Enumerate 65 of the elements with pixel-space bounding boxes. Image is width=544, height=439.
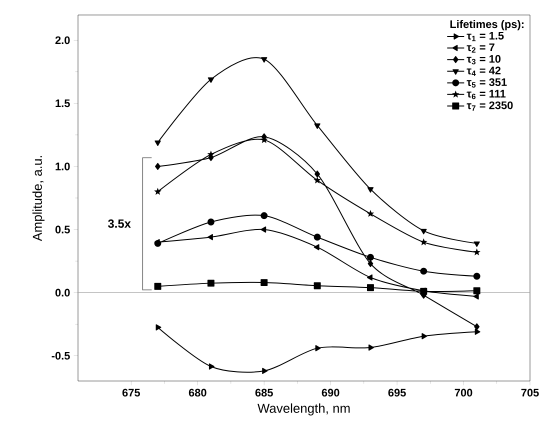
y-tick-label: -0.5 [52,352,70,360]
y-tick-label: 0.5 [55,226,70,234]
point [315,345,321,352]
x-tick-label: 690 [322,388,340,397]
legend-label: τ$_{6}$ = 111 [466,90,506,100]
legend-label: τ$_{5}$ = 351 [466,78,507,88]
point [207,280,214,287]
legend-label: τ$_{7}$ = 2350 [466,101,513,111]
point [366,284,374,292]
point [474,241,480,247]
point [154,140,161,146]
point [422,333,428,340]
point [474,328,480,335]
legend-title: Lifetimes (ps): [450,20,524,30]
y-tick-label: 0.0 [55,288,70,297]
point [155,162,161,170]
point [473,287,480,294]
x-tick-label: 685 [255,388,273,397]
point [314,234,321,241]
point [420,238,428,246]
point [420,268,428,275]
point [314,282,321,290]
point [314,123,320,129]
point [314,170,320,178]
point [366,254,374,261]
point [260,279,268,286]
annotation: 3.5x [108,219,131,228]
x-axis-title: Wavelength, nm [258,403,350,416]
legend-label: τ$_{4}$ = 42 [466,66,501,76]
point [262,368,268,374]
point [366,274,372,281]
x-tick-label: 675 [122,388,140,397]
point [366,210,374,217]
x-tick-label: 700 [454,388,472,397]
y-tick-label: 2.0 [55,36,70,44]
y-tick-label: 1.0 [56,162,70,170]
point [473,248,481,256]
point [207,234,213,240]
x-tick-label: 695 [388,388,406,397]
point [473,293,479,300]
point [314,176,321,184]
point [368,260,374,268]
point [367,187,374,193]
point [474,323,480,330]
y-tick-label: 1.5 [56,100,70,108]
legend-label: τ$_{1}$ = 1.5 [466,32,504,42]
legend-label: τ$_{3}$ = 10 [466,55,501,64]
point [207,218,214,226]
x-tick-label: 680 [188,388,206,397]
point [420,228,427,234]
point [368,344,374,351]
point [314,244,320,250]
point [156,324,162,330]
x-tick-label: 705 [521,388,539,397]
point [261,57,268,63]
point [208,77,214,83]
y-axis-title: Amplitude, a.u. [32,156,45,242]
legend-label: τ$_{2}$ = 7 [466,43,494,53]
point [473,272,480,280]
point [154,188,162,195]
point [207,150,215,158]
point [154,282,162,290]
point [260,226,266,233]
point [260,212,268,220]
point [208,363,214,370]
